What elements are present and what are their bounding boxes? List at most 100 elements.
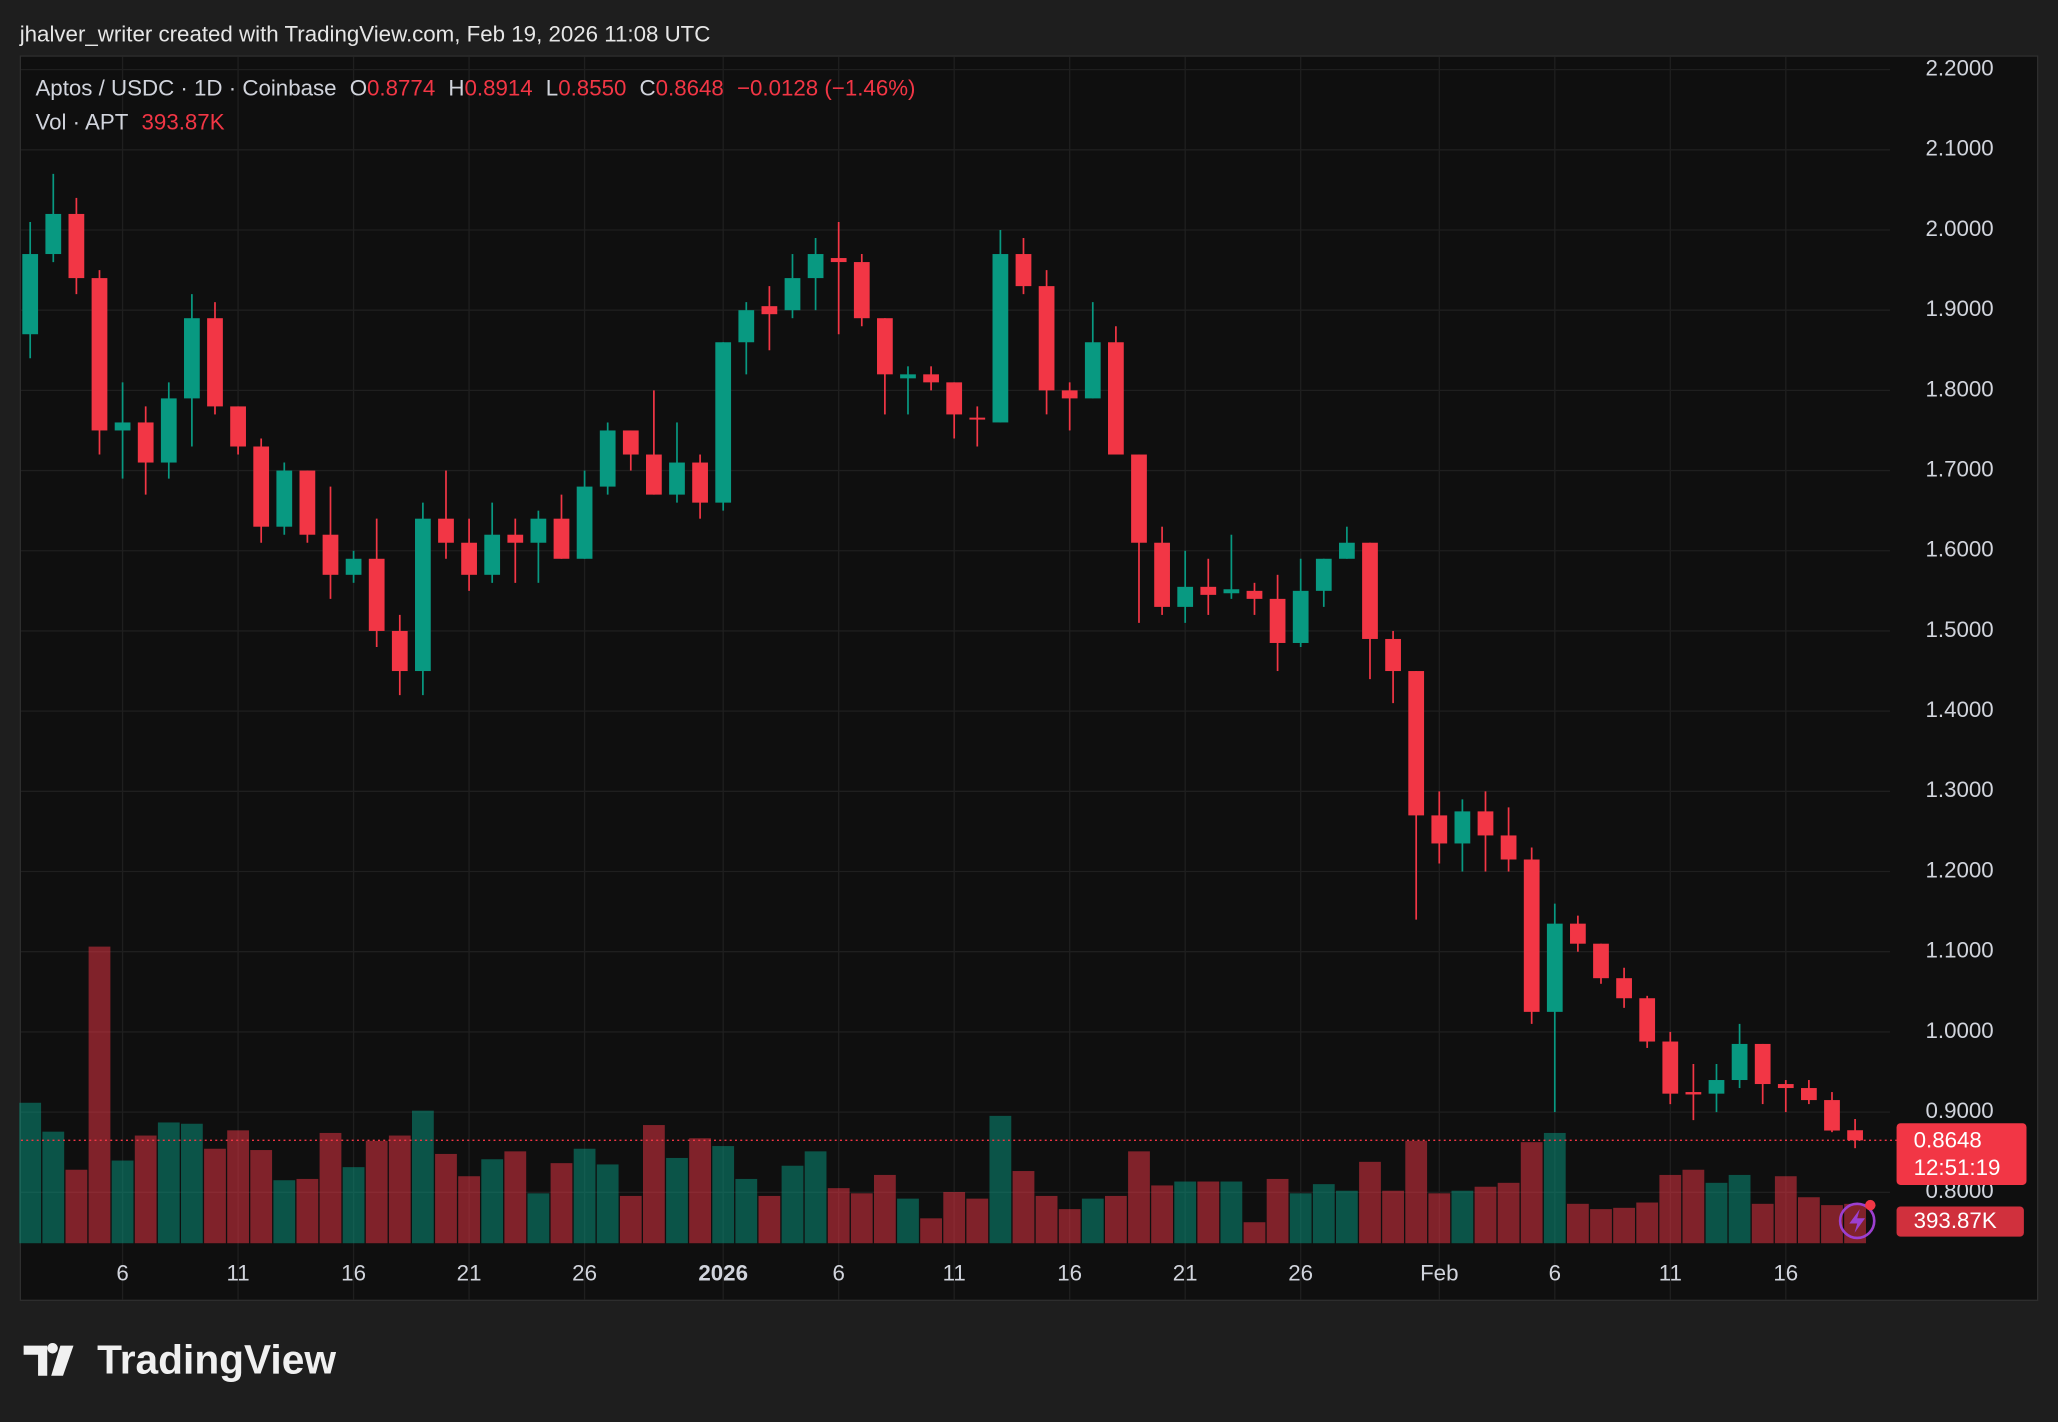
last-price-box (1896, 1123, 2027, 1185)
candle-body (1108, 342, 1124, 455)
candle-body (1131, 454, 1147, 543)
candle-body (576, 486, 593, 559)
candle-body (68, 213, 85, 279)
volume-name: Vol · APT (35, 110, 128, 135)
candle-body (322, 534, 339, 575)
candle-body (1777, 1084, 1794, 1089)
volume-bar (1058, 1209, 1081, 1244)
volume-bar (204, 1148, 226, 1244)
volume-bar (1728, 1174, 1751, 1244)
candle-body (1824, 1100, 1840, 1131)
y-tick-label: 1.8000 (1925, 376, 1993, 401)
volume-bar (273, 1180, 296, 1244)
volume-bar (1844, 1203, 1866, 1244)
candle-body (1639, 998, 1656, 1042)
volume-bar (897, 1198, 919, 1244)
x-tick-label: 11 (227, 1261, 250, 1286)
alert-dot (1865, 1199, 1876, 1211)
candle-body (1269, 598, 1286, 643)
candle-body (646, 454, 662, 495)
x-tick-label: 21 (457, 1261, 482, 1286)
candle-body (1731, 1043, 1748, 1081)
volume-bar (504, 1151, 527, 1244)
candle-body (1523, 859, 1540, 1012)
y-tick-label: 1.9000 (1925, 296, 1993, 321)
volume-bar (1243, 1222, 1266, 1244)
candle-body (1477, 811, 1494, 836)
candle-body (1246, 590, 1263, 599)
volume-bar (1220, 1181, 1243, 1244)
x-tick-label: 16 (1773, 1261, 1798, 1286)
volume-bar (227, 1130, 249, 1244)
candle-body (91, 278, 108, 431)
volume-bar (827, 1188, 850, 1244)
volume-bar (1428, 1193, 1451, 1244)
logo-text: TradingView (97, 1336, 336, 1382)
volume-bar (920, 1218, 942, 1244)
ohlc-key: H (448, 75, 464, 100)
attribution: jhalver_writer created with TradingView.… (19, 22, 711, 47)
candle-body (807, 254, 824, 279)
candle-body (1200, 586, 1217, 595)
candle-body (715, 342, 732, 503)
ohlc-value: 0.8648 (656, 75, 724, 100)
ohlc-value: 0.8914 (464, 75, 532, 100)
candle-body (22, 254, 39, 335)
x-tick-label: 6 (1549, 1261, 1561, 1286)
volume-bar (712, 1146, 735, 1244)
volume-bar (735, 1178, 758, 1244)
candle-body (1616, 978, 1632, 999)
candle-body (1431, 815, 1448, 844)
volume-bar (1035, 1195, 1058, 1244)
candle-body (1685, 1092, 1702, 1095)
volume-bar (689, 1138, 711, 1244)
candle-body (900, 374, 916, 379)
volume-bar (1590, 1209, 1612, 1244)
candle-body (461, 542, 477, 575)
y-tick-label: 1.2000 (1925, 857, 1993, 882)
x-tick-label: 16 (1057, 1261, 1082, 1286)
y-tick-label: 1.6000 (1925, 537, 1993, 562)
candle-body (1801, 1088, 1817, 1101)
x-tick-label: 11 (1659, 1261, 1682, 1286)
candle-body (1362, 542, 1378, 639)
candle-body (1038, 286, 1055, 391)
volume-bar (296, 1178, 319, 1244)
volume-bar (250, 1150, 273, 1244)
candle-body (599, 430, 616, 487)
last-volume-label: 393.87K (1914, 1208, 1997, 1233)
volume-bar (1682, 1169, 1705, 1244)
y-tick-label: 1.5000 (1925, 617, 1993, 642)
volume-bar (1335, 1190, 1358, 1244)
candle-body (669, 462, 685, 495)
volume-bar (1520, 1142, 1543, 1244)
candle-body (1546, 923, 1563, 1012)
x-tick-label: 26 (572, 1261, 597, 1286)
volume-bar (1659, 1174, 1682, 1244)
x-tick-label: 26 (1288, 1261, 1313, 1286)
volume-bar (804, 1151, 827, 1244)
volume-bar (435, 1153, 457, 1244)
candle-body (1570, 923, 1586, 944)
volume-bar (42, 1131, 65, 1244)
volume-bar (666, 1157, 688, 1244)
candle-body (1708, 1080, 1725, 1094)
candle-body (484, 534, 501, 575)
volume-bar (1128, 1151, 1150, 1244)
ohlc-value: 0.8550 (558, 75, 626, 100)
y-tick-label: 1.3000 (1925, 777, 1993, 802)
volume-bar (966, 1198, 989, 1244)
axes: 0.80000.90001.00001.10001.20001.30001.40… (21, 55, 2027, 1286)
candle-body (276, 470, 293, 527)
alert-icon[interactable] (1838, 1199, 1876, 1240)
last-price-label: 0.8648 (1914, 1128, 1982, 1153)
candle-body (1015, 254, 1032, 287)
volume-bar (88, 946, 111, 1244)
volume-bar (1474, 1186, 1497, 1244)
volume-layer (19, 946, 1866, 1244)
ohlc-value: 0.8774 (367, 75, 435, 100)
candle-body (368, 558, 385, 631)
volume-value: 393.87K (142, 110, 225, 135)
y-tick-label: 2.0000 (1925, 216, 1993, 241)
alert-circle[interactable] (1838, 1202, 1876, 1240)
